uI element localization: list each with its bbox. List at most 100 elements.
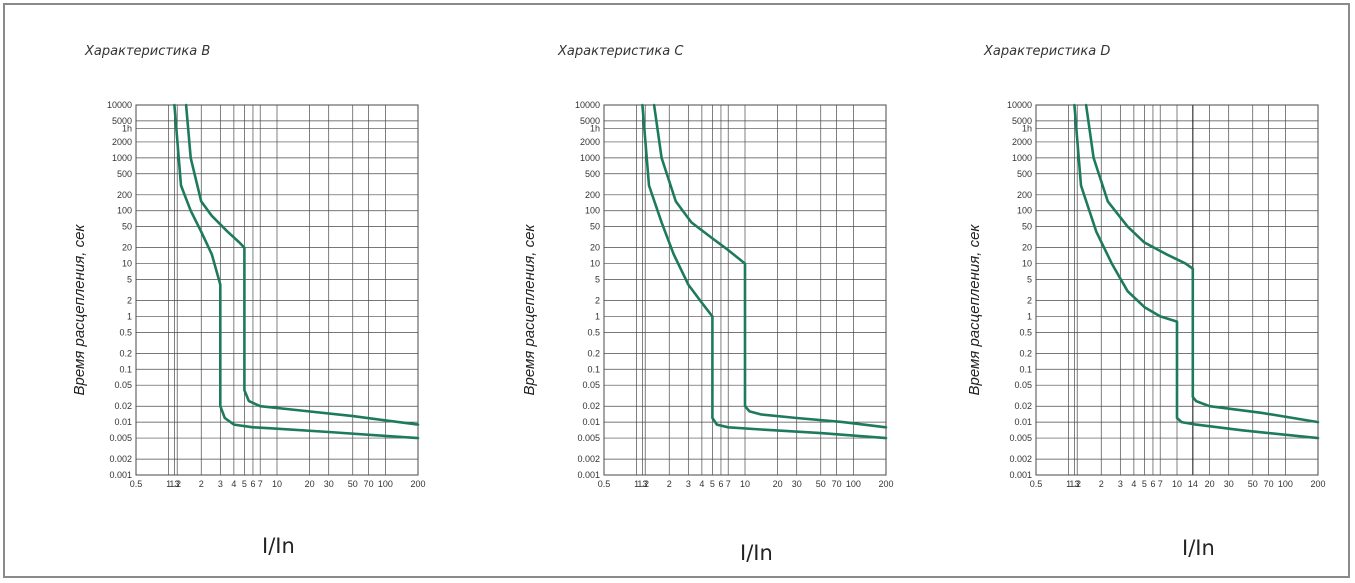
y-tick-label: 20 (122, 243, 132, 253)
x-tick-label: 2 (1099, 479, 1104, 489)
x-tick-label: .2 (173, 479, 181, 489)
chart-title: Характеристика B (85, 44, 211, 59)
x-tick-label: 100 (846, 479, 861, 489)
y-tick-label: 5 (1027, 274, 1032, 284)
trip-curve-0 (173, 103, 420, 440)
y-tick-label: 0.5 (587, 327, 600, 337)
trip-curve-1 (1084, 103, 1320, 424)
x-tick-label: 100 (1278, 479, 1293, 489)
x-tick-label: 7 (258, 479, 263, 489)
x-axis-label: I/In (1182, 536, 1215, 560)
y-tick-label: 5 (595, 274, 600, 284)
y-tick-label: 2000 (1012, 137, 1032, 147)
y-axis-label: Время расцепления, сек (71, 224, 88, 396)
trip-curve-1 (652, 103, 888, 429)
y-tick-label: 0.001 (577, 470, 600, 480)
x-tick-label: 1 (634, 479, 639, 489)
figure-frame (3, 3, 1350, 578)
y-tick-label: 0.002 (577, 454, 600, 464)
y-tick-label: 0.002 (109, 454, 132, 464)
y-tick-label: 1000 (112, 153, 132, 163)
y-tick-label: 2 (595, 296, 600, 306)
y-tick-label: 200 (117, 190, 132, 200)
x-tick-label: 70 (1264, 479, 1274, 489)
x-tick-label: 200 (878, 479, 893, 489)
y-tick-label: 1h (122, 123, 132, 133)
y-tick-label: 1000 (1012, 153, 1032, 163)
y-tick-label: 0.1 (119, 364, 132, 374)
y-tick-label: 5000 (580, 116, 600, 126)
x-tick-label: 0.5 (130, 479, 143, 489)
y-tick-label: 0.02 (1014, 401, 1032, 411)
x-tick-label: 5 (242, 479, 247, 489)
y-tick-label: 100 (585, 206, 600, 216)
y-tick-label: 0.2 (587, 348, 600, 358)
y-tick-label: 1 (127, 311, 132, 321)
y-tick-label: 0.5 (1019, 327, 1032, 337)
x-tick-label: 7 (726, 479, 731, 489)
y-tick-label: 10000 (107, 100, 132, 110)
y-tick-label: 2000 (580, 137, 600, 147)
x-tick-label: 13 (1069, 479, 1079, 489)
y-tick-label: 10 (122, 259, 132, 269)
plot-border (135, 104, 419, 476)
x-tick-label: 4 (1131, 479, 1136, 489)
x-tick-label: 7 (1158, 479, 1163, 489)
trip-curve-0 (641, 103, 888, 440)
x-tick-label: .2 (1073, 479, 1081, 489)
y-tick-label: 1h (590, 123, 600, 133)
x-tick-label: 3 (686, 479, 691, 489)
y-tick-label: 10000 (575, 100, 600, 110)
y-tick-label: 0.2 (1019, 348, 1032, 358)
y-tick-label: 2000 (112, 137, 132, 147)
y-tick-label: 0.01 (114, 417, 132, 427)
y-tick-label: 0.1 (1019, 364, 1032, 374)
y-tick-label: 0.02 (582, 401, 600, 411)
x-tick-label: 6 (718, 479, 723, 489)
x-tick-label: 20 (305, 479, 315, 489)
y-tick-label: 500 (585, 169, 600, 179)
y-tick-label: 0.005 (1009, 433, 1032, 443)
y-tick-label: 0.01 (1014, 417, 1032, 427)
y-tick-label: 50 (122, 222, 132, 232)
y-tick-label: 0.5 (119, 327, 132, 337)
y-tick-label: 0.1 (587, 364, 600, 374)
trip-curve-0 (1073, 103, 1320, 440)
y-tick-label: 10 (590, 259, 600, 269)
y-tick-label: 1h (1022, 123, 1032, 133)
x-tick-label: 5 (1142, 479, 1147, 489)
x-tick-label: 200 (1310, 479, 1325, 489)
x-tick-label: 1 (1066, 479, 1071, 489)
y-tick-label: 20 (590, 243, 600, 253)
x-tick-label: 14 (1188, 479, 1198, 489)
x-tick-label: 50 (816, 479, 826, 489)
x-tick-label: 13 (169, 479, 179, 489)
y-tick-label: 10000 (1007, 100, 1032, 110)
y-tick-label: 1 (595, 311, 600, 321)
y-tick-label: 50 (590, 222, 600, 232)
x-tick-label: .2 (641, 479, 649, 489)
x-tick-label: 6 (1150, 479, 1155, 489)
y-tick-label: 1 (1027, 311, 1032, 321)
x-tick-label: 10 (1172, 479, 1182, 489)
x-tick-label: 1 (166, 479, 171, 489)
y-tick-label: 500 (1017, 169, 1032, 179)
y-tick-label: 1000 (580, 153, 600, 163)
trip-curve-1 (184, 103, 420, 426)
x-tick-label: 10 (740, 479, 750, 489)
y-tick-label: 0.002 (1009, 454, 1032, 464)
y-axis-label: Время расцепления, сек (521, 224, 538, 396)
y-tick-label: 5 (127, 274, 132, 284)
y-tick-label: 0.005 (109, 433, 132, 443)
x-tick-label: 20 (773, 479, 783, 489)
x-tick-label: 100 (378, 479, 393, 489)
x-tick-label: 4 (699, 479, 704, 489)
x-axis-label: I/In (262, 534, 295, 558)
x-tick-label: 70 (364, 479, 374, 489)
x-tick-label: 30 (792, 479, 802, 489)
x-tick-label: 3 (218, 479, 223, 489)
y-tick-label: 500 (117, 169, 132, 179)
